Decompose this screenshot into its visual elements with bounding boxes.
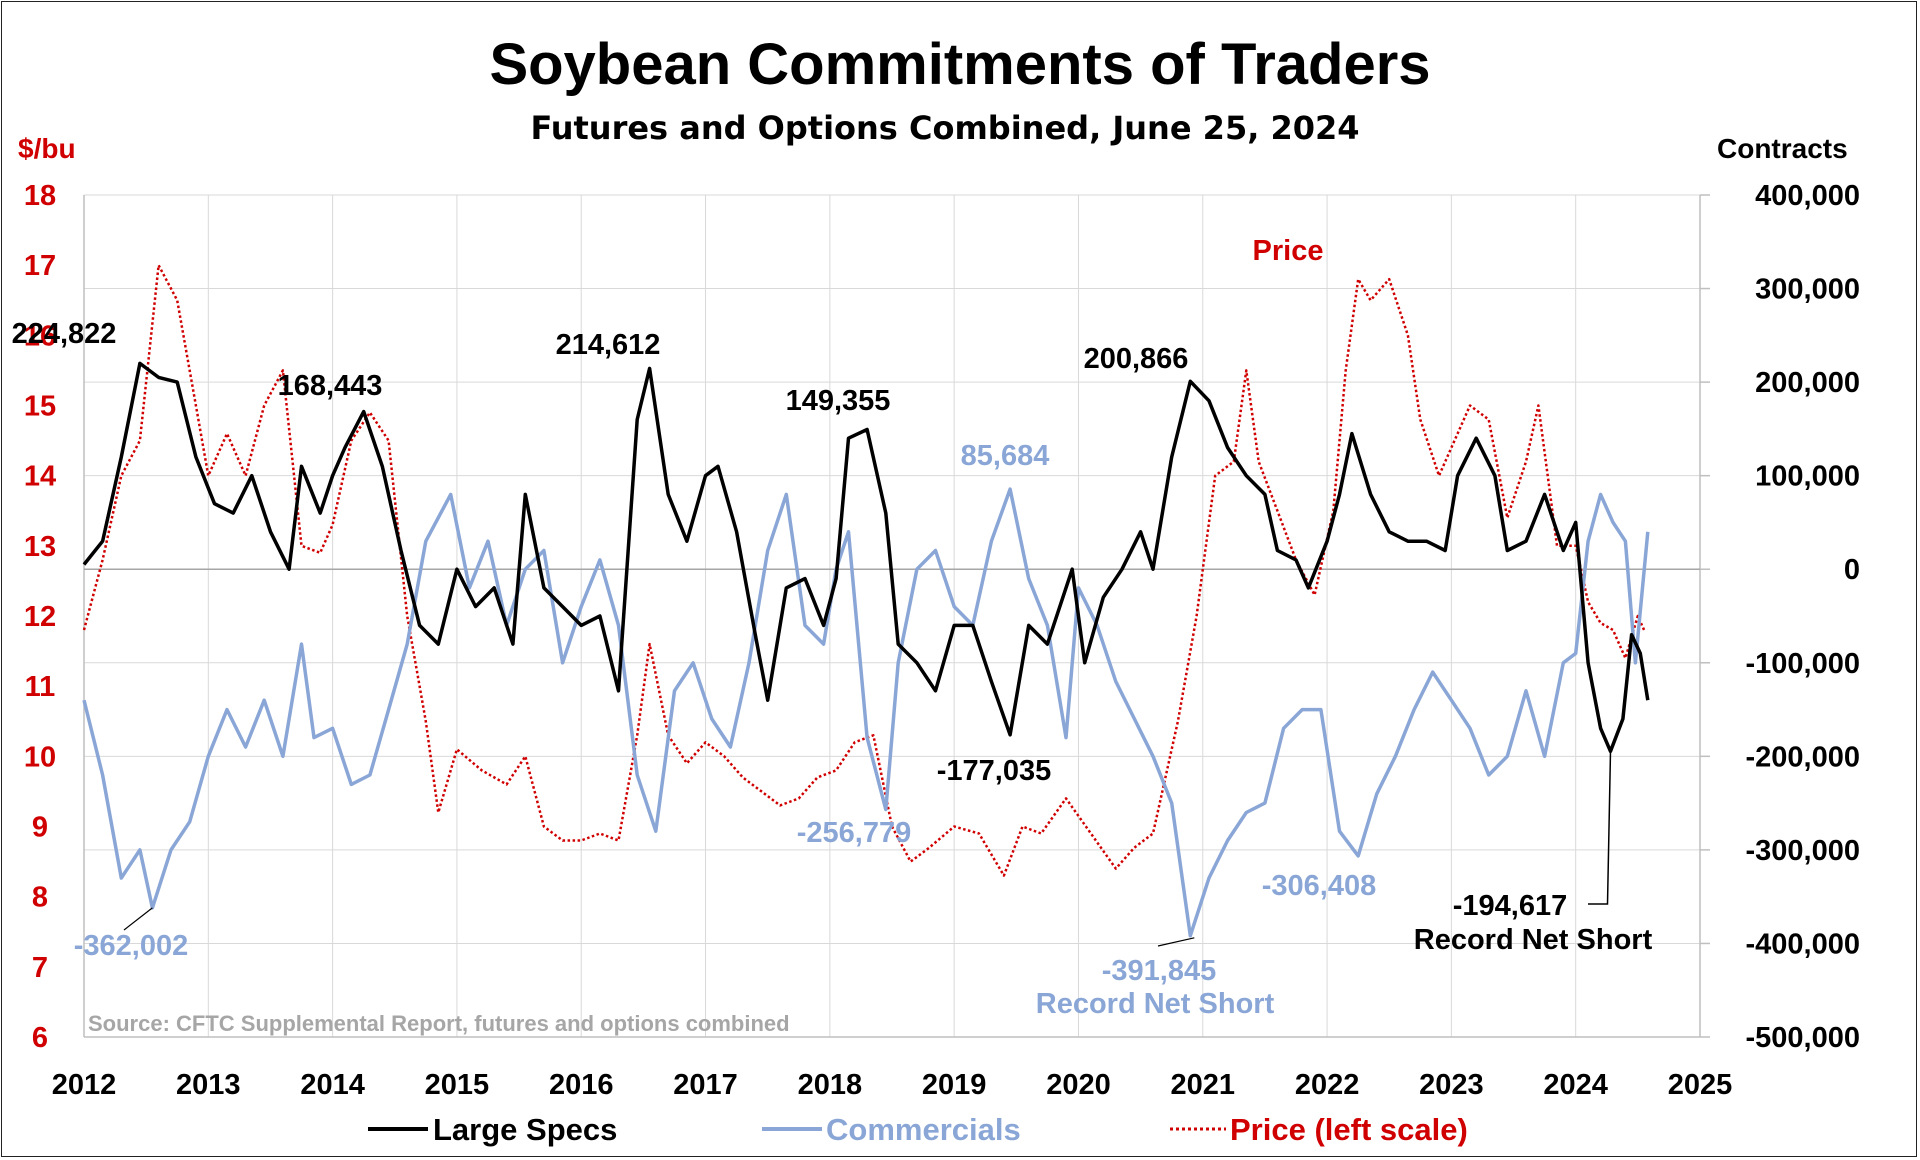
right-axis-unit: Contracts <box>1717 133 1848 164</box>
x-tick-label: 2014 <box>300 1069 365 1101</box>
chart-title: Soybean Commitments of Traders <box>489 32 1430 97</box>
annotation-label: Price <box>1253 235 1324 267</box>
left-tick-label: 7 <box>32 952 48 984</box>
right-tick-label: 400,000 <box>1755 180 1860 212</box>
annotations: 224,822 168,443 214,612 149,355 -177,035 200,… <box>12 235 1653 1020</box>
annotation-label: 200,866 <box>1084 343 1189 375</box>
right-tick-label: -100,000 <box>1746 648 1861 680</box>
annotation-label: 214,612 <box>556 329 661 361</box>
leader-line-commercials-record <box>1157 937 1195 947</box>
x-tick-label: 2023 <box>1419 1069 1484 1101</box>
right-tick-label: -300,000 <box>1746 835 1861 867</box>
right-tick-label: -200,000 <box>1746 741 1861 773</box>
left-tick-label: 15 <box>24 391 56 423</box>
x-tick-label: 2025 <box>1668 1069 1733 1101</box>
source-note: Source: CFTC Supplemental Report, future… <box>88 1011 790 1036</box>
annotation-label: Record Net Short <box>1414 924 1653 956</box>
right-tick-label: 300,000 <box>1755 274 1860 306</box>
left-tick-label: 11 <box>25 671 56 703</box>
x-tick-label: 2013 <box>176 1069 241 1101</box>
legend: Large Specs Commercials Price (left scal… <box>368 1112 1468 1147</box>
x-tick-label: 2018 <box>798 1069 863 1101</box>
annotation-label: -194,617 <box>1453 890 1568 922</box>
series-line-price-left-scale <box>82 263 1646 877</box>
left-axis-ticks: 6 7 8 9 10 11 12 13 14 15 16 17 18 <box>24 180 56 1054</box>
annotation-label: 85,684 <box>961 440 1050 472</box>
x-tick-label: 2021 <box>1171 1069 1236 1101</box>
x-tick-label: 2024 <box>1543 1069 1608 1101</box>
left-tick-label: 8 <box>32 882 48 914</box>
x-tick-label: 2022 <box>1295 1069 1360 1101</box>
right-axis-ticks: -500,000 -400,000 -300,000 -200,000 -100,000… <box>1700 180 1860 1054</box>
left-axis-unit: $/bu <box>18 133 76 164</box>
x-tick-label: 2019 <box>922 1069 987 1101</box>
series-lines <box>82 263 1650 938</box>
left-tick-label: 9 <box>32 812 48 844</box>
annotation-label: 224,822 <box>12 318 117 350</box>
legend-label-large-specs: Large Specs <box>433 1112 617 1147</box>
leader-line-large-specs-record <box>1588 751 1612 905</box>
x-tick-label: 2015 <box>425 1069 490 1101</box>
series-line-commercials <box>82 487 1650 938</box>
x-tick-label: 2016 <box>549 1069 614 1101</box>
x-tick-label: 2020 <box>1046 1069 1111 1101</box>
legend-label-price: Price (left scale) <box>1230 1112 1468 1147</box>
left-tick-label: 18 <box>24 180 56 212</box>
series-line-large-specs <box>82 361 1650 754</box>
leader-line-commercials-2012 <box>123 907 153 931</box>
left-tick-label: 14 <box>24 461 56 493</box>
annotation-label: -362,002 <box>74 930 189 962</box>
left-tick-label: 12 <box>24 601 56 633</box>
x-tick-label: 2012 <box>52 1069 117 1101</box>
x-axis-ticks: 2012 2013 2014 2015 2016 2017 2018 2019 2020 2021… <box>52 1069 1733 1101</box>
left-tick-label: 13 <box>24 531 56 563</box>
annotation-label: -391,845 <box>1102 955 1217 987</box>
annotation-label: 168,443 <box>278 370 383 402</box>
right-tick-label: -400,000 <box>1746 928 1861 960</box>
annotation-label: Record Net Short <box>1036 988 1275 1020</box>
left-tick-label: 10 <box>24 741 56 773</box>
legend-label-commercials: Commercials <box>826 1112 1021 1147</box>
annotation-label: -177,035 <box>937 755 1052 787</box>
annotation-label: 149,355 <box>786 385 891 417</box>
x-tick-label: 2017 <box>673 1069 738 1101</box>
annotation-label: -256,779 <box>797 817 912 849</box>
left-tick-label: 6 <box>32 1022 48 1054</box>
annotation-label: -306,408 <box>1262 870 1377 902</box>
right-tick-label: 0 <box>1844 554 1860 586</box>
right-tick-label: 100,000 <box>1755 461 1860 493</box>
right-tick-label: -500,000 <box>1746 1022 1861 1054</box>
left-tick-label: 17 <box>24 250 56 282</box>
right-tick-label: 200,000 <box>1755 367 1860 399</box>
chart-subtitle: Futures and Options Combined, June 25, 2… <box>530 109 1359 147</box>
left-tick-label: 16 <box>24 320 56 352</box>
